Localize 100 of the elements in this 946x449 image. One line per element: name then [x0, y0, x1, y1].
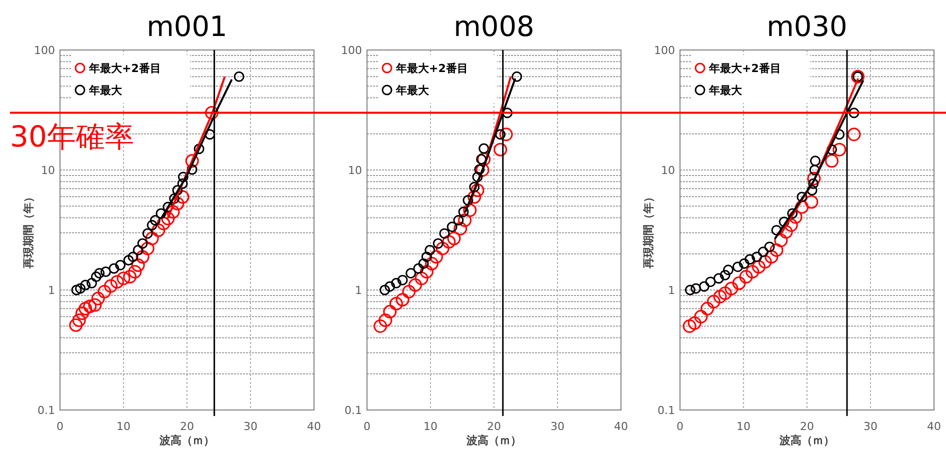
point — [847, 128, 861, 142]
point — [752, 260, 766, 274]
point — [446, 222, 458, 232]
point — [145, 232, 159, 246]
point — [463, 203, 477, 217]
y-tick-label: 100 — [34, 44, 55, 57]
point — [476, 154, 487, 164]
point — [429, 250, 443, 264]
y-tick-label: 0.1 — [658, 404, 675, 417]
point — [131, 258, 145, 272]
point — [694, 310, 708, 324]
point — [436, 242, 450, 256]
x-tick-label: 40 — [614, 420, 628, 433]
point — [499, 128, 513, 142]
x-tick-label: 20 — [180, 420, 194, 433]
y-tick-label: 0.1 — [344, 404, 362, 417]
x-tick-label: 30 — [864, 420, 878, 433]
point — [705, 276, 716, 288]
x-tick-label: 20 — [487, 420, 501, 433]
point — [796, 192, 808, 202]
point — [826, 144, 838, 155]
point — [115, 260, 126, 270]
point — [764, 250, 778, 264]
y-tick-label: 1 — [668, 284, 675, 297]
point — [396, 292, 410, 306]
point — [462, 195, 474, 206]
point — [439, 228, 450, 239]
point — [137, 238, 148, 249]
y-tick-label: 0.1 — [38, 404, 55, 417]
x-tick-label: 0 — [364, 420, 370, 433]
x-tick-label: 10 — [116, 420, 130, 433]
point — [100, 266, 111, 277]
point — [474, 164, 485, 175]
point — [442, 235, 456, 249]
point — [732, 262, 744, 272]
point — [834, 129, 845, 140]
point — [156, 216, 170, 230]
point — [104, 279, 118, 293]
x-tick-label: 40 — [307, 420, 321, 433]
legend-label: 年最大+2番目 — [395, 62, 468, 75]
point — [732, 276, 746, 290]
point — [83, 300, 97, 314]
point — [397, 274, 408, 286]
legend-label: 年最大 — [88, 84, 123, 97]
x-tick-label: 0 — [56, 420, 64, 433]
point — [374, 319, 388, 333]
point — [713, 273, 724, 284]
point — [688, 316, 702, 330]
point — [470, 184, 484, 197]
point — [706, 294, 720, 308]
legend-label: 年最大 — [395, 84, 430, 97]
point — [123, 254, 134, 266]
point — [110, 275, 124, 289]
x-tick-label: 30 — [550, 420, 564, 433]
point — [128, 252, 138, 262]
point — [123, 270, 137, 284]
point — [186, 164, 198, 175]
x-axis-title: 波高（ｍ） — [158, 434, 214, 447]
point — [108, 263, 120, 274]
point — [468, 190, 482, 204]
point — [698, 281, 710, 292]
point — [140, 242, 154, 256]
legend-label: 年最大+2番目 — [88, 62, 161, 75]
point — [205, 106, 219, 120]
point — [502, 108, 513, 118]
point — [447, 232, 461, 246]
point — [78, 302, 92, 316]
point — [390, 278, 402, 288]
point — [413, 263, 424, 274]
point — [162, 202, 174, 212]
point — [86, 278, 97, 288]
point — [806, 185, 818, 196]
point — [414, 272, 428, 286]
point — [825, 154, 839, 168]
chart-title: m001 — [146, 10, 228, 43]
point — [752, 252, 762, 262]
point — [116, 272, 130, 286]
point — [142, 228, 153, 239]
point — [453, 215, 464, 226]
point — [720, 270, 730, 280]
point — [512, 71, 522, 82]
point — [380, 284, 390, 296]
point — [80, 280, 91, 290]
point — [172, 185, 183, 196]
x-axis-title: 波高（ｍ） — [466, 434, 522, 447]
point — [389, 296, 403, 310]
point — [458, 214, 472, 228]
point — [718, 286, 732, 300]
point — [408, 278, 422, 292]
point — [72, 313, 86, 327]
point — [176, 190, 190, 204]
point — [204, 129, 216, 140]
point — [88, 298, 102, 312]
y-axis-title: 再現期間（年） — [22, 192, 35, 270]
point — [402, 284, 416, 298]
legend-label: 年最大+2番目 — [708, 62, 781, 75]
point — [778, 216, 790, 228]
point — [98, 284, 112, 298]
point — [169, 193, 180, 204]
point — [472, 172, 483, 182]
